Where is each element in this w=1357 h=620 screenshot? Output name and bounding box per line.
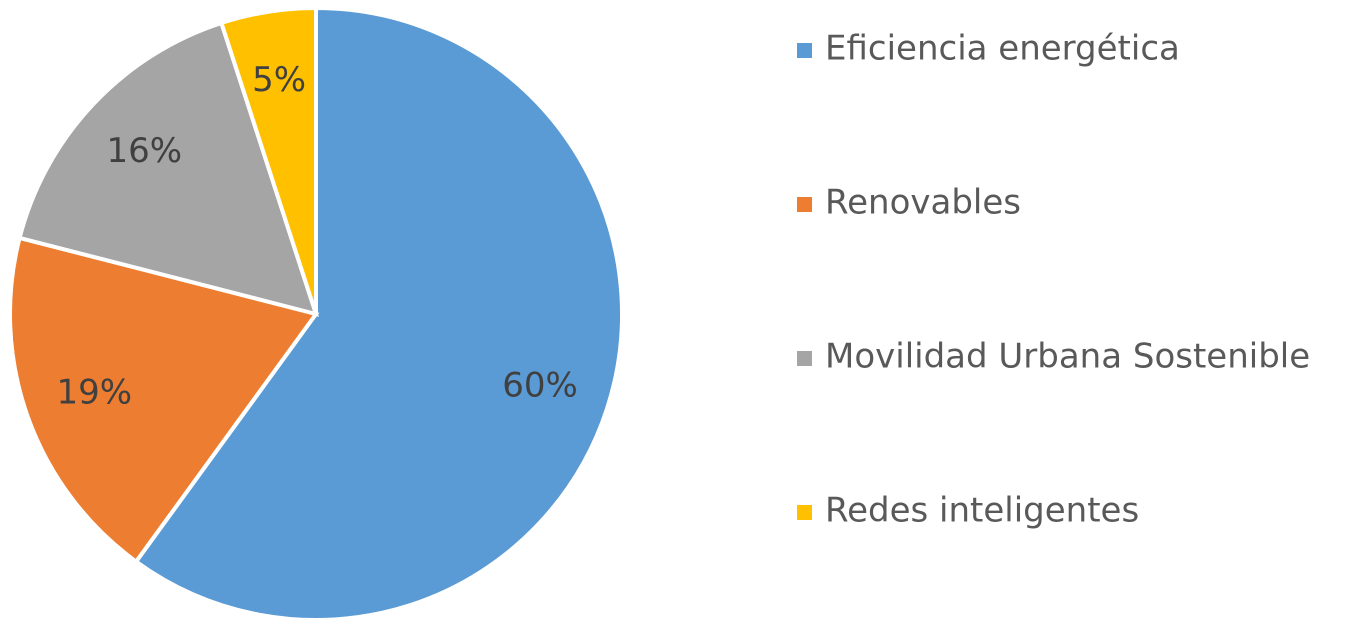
legend-label: Eficiencia energética <box>825 29 1180 69</box>
data-label: 5% <box>252 60 306 100</box>
legend-swatch <box>797 505 812 520</box>
pie-slice <box>133 5 624 620</box>
legend-label: Redes inteligentes <box>825 491 1139 531</box>
data-label: 19% <box>57 372 133 412</box>
pie-slice <box>218 5 318 315</box>
legend-label: Renovables <box>825 183 1021 223</box>
pie-slice <box>8 235 320 565</box>
legend-label: Movilidad Urbana Sostenible <box>825 337 1310 377</box>
legend-swatch <box>797 351 812 366</box>
legend-swatch <box>797 197 812 212</box>
data-label: 16% <box>106 131 182 171</box>
pie-slice <box>17 20 320 317</box>
data-label: 60% <box>502 365 578 405</box>
legend-swatch <box>797 43 812 58</box>
